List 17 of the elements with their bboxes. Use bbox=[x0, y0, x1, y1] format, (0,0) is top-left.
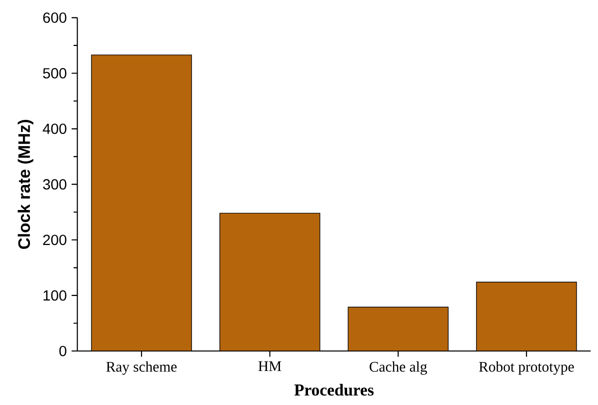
y-tick-label: 200 bbox=[43, 234, 66, 246]
y-axis-title: Clock rate (MHz) bbox=[18, 120, 34, 249]
x-tick-label: Cache alg bbox=[370, 361, 427, 375]
y-tick-label: 300 bbox=[43, 179, 66, 190]
bar bbox=[219, 212, 320, 351]
y-tick-label: 400 bbox=[42, 124, 66, 134]
x-tick-label: Ray scheme bbox=[106, 361, 177, 375]
x-axis-title: Procedures bbox=[294, 384, 374, 396]
bar bbox=[91, 54, 192, 351]
bar bbox=[348, 306, 449, 351]
bar bbox=[476, 282, 577, 351]
y-tick-label: 600 bbox=[43, 12, 66, 23]
x-tick-label: HM bbox=[258, 361, 282, 372]
y-tick-label: 0 bbox=[59, 346, 66, 356]
y-tick-label: 500 bbox=[43, 68, 66, 78]
y-tick-label: 100 bbox=[44, 290, 66, 301]
x-tick-label: Robot prototype bbox=[479, 361, 574, 375]
